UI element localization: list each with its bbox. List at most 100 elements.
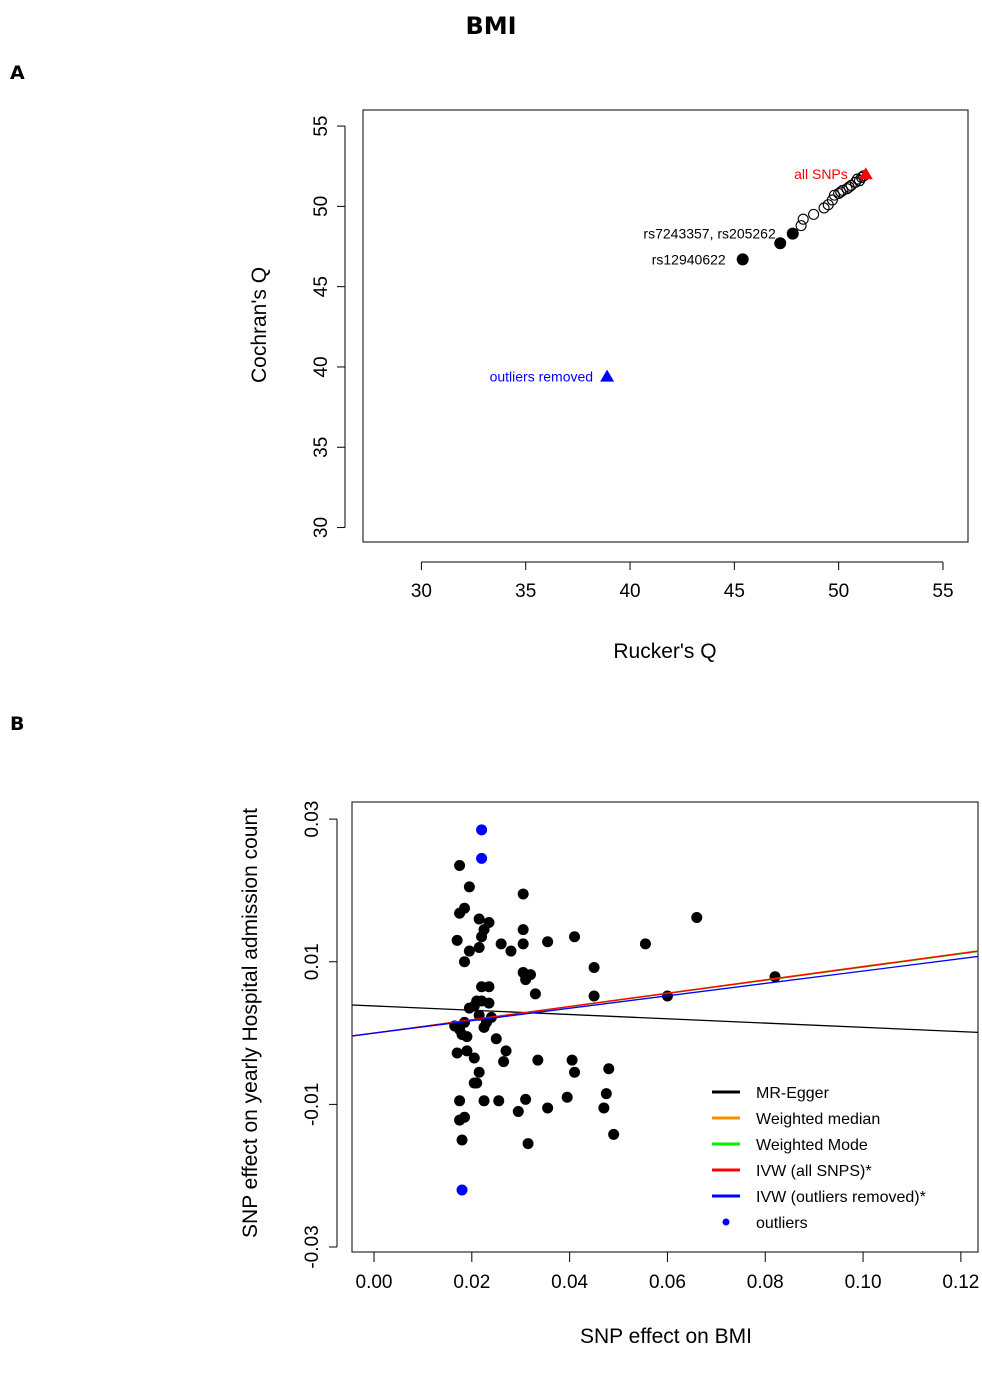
panel-b-y-tick-label: 0.01 bbox=[302, 943, 323, 980]
panel-a-snp-point bbox=[786, 227, 799, 240]
panel-b-outlier-point bbox=[476, 852, 488, 864]
panel-b-y-axis-title: SNP effect on yearly Hospital admission … bbox=[239, 808, 262, 1238]
panel-b-legend-label: MR-Egger bbox=[756, 1085, 830, 1102]
panel-b-x-tick-label: 0.04 bbox=[551, 1272, 588, 1293]
panel-a-annotation: rs7243357, rs205262 bbox=[643, 226, 776, 242]
panel-a-y-tick-label: 35 bbox=[311, 437, 332, 458]
panel-b-legend-label: IVW (all SNPS)* bbox=[756, 1163, 872, 1180]
panel-a-y-tick-label: 55 bbox=[311, 115, 332, 136]
panel-b-snp-point bbox=[532, 1054, 544, 1066]
panel-b-snp-point bbox=[520, 1093, 532, 1105]
panel-a-x-tick-label: 55 bbox=[932, 581, 953, 602]
panel-b-x-tick-label: 0.08 bbox=[747, 1272, 784, 1293]
panel-b-snp-point bbox=[476, 981, 488, 993]
panel-b-y-tick-label: -0.03 bbox=[302, 1225, 323, 1268]
panel-b-snp-point bbox=[569, 1066, 581, 1078]
panel-b-regression-line bbox=[352, 950, 978, 1037]
panel-b-snp-point bbox=[490, 1033, 502, 1045]
panel-b-snp-point bbox=[461, 1045, 473, 1057]
panel-b-snp-point bbox=[454, 1114, 466, 1126]
panel-b-plot-frame bbox=[351, 801, 979, 1253]
panel-b-snp-point bbox=[598, 1102, 610, 1114]
panel-a-x-axis-title: Rucker's Q bbox=[613, 640, 716, 663]
panel-b-snp-point bbox=[517, 924, 529, 936]
panel-b-snp-point bbox=[769, 971, 781, 983]
panel-b-snp-point bbox=[476, 931, 488, 943]
panel-b-snp-point bbox=[456, 1134, 468, 1146]
panel-a-chart: Rucker's Q Cochran's Q 30 35 40 45 50 55 30 35 4… bbox=[248, 109, 969, 663]
panel-b-snp-point bbox=[608, 1128, 620, 1140]
panel-b-outlier-point bbox=[476, 824, 488, 836]
panel-b-snp-point bbox=[529, 988, 541, 1000]
panel-b-snp-point bbox=[473, 913, 485, 925]
panel-a-x-tick-label: 40 bbox=[619, 581, 640, 602]
panel-a-annotation: rs12940622 bbox=[652, 251, 726, 267]
panel-a-snp-point bbox=[843, 181, 855, 193]
panel-a-snp-point bbox=[795, 220, 807, 232]
panel-b-legend-label: outliers bbox=[756, 1215, 808, 1232]
panel-b-legend-label: Weighted Mode bbox=[756, 1137, 868, 1154]
panel-a-y-tick-label: 40 bbox=[311, 356, 332, 377]
panel-b-snp-point bbox=[471, 995, 483, 1007]
panel-a-annotation: outliers removed bbox=[490, 369, 594, 385]
panel-a-snp-point bbox=[835, 186, 847, 198]
panel-b-snp-point bbox=[471, 1077, 483, 1089]
panel-b-snp-point bbox=[569, 931, 581, 943]
panel-a-x-tick-label: 35 bbox=[515, 581, 536, 602]
panel-b-snp-point bbox=[495, 938, 507, 950]
panel-b-snp-point bbox=[468, 1052, 480, 1064]
panel-b-snp-point bbox=[458, 902, 470, 914]
panel-b-snp-point bbox=[483, 997, 495, 1009]
panel-b-snp-point bbox=[451, 934, 463, 946]
panel-b-snp-point bbox=[600, 1088, 612, 1100]
panel-a-x-tick-label: 45 bbox=[724, 581, 745, 602]
panel-b-snp-point bbox=[458, 956, 470, 968]
panel-b-snp-point bbox=[512, 1106, 524, 1118]
panel-b-regression-line bbox=[352, 1004, 978, 1034]
panel-a-annotation: all SNPs bbox=[794, 166, 848, 182]
panel-b-x-axis-title: SNP effect on BMI bbox=[580, 1325, 752, 1348]
panel-b-snp-point bbox=[542, 1102, 554, 1114]
panel-b-snp-point bbox=[522, 1138, 534, 1150]
panel-b-legend-label: IVW (outliers removed)* bbox=[756, 1189, 926, 1206]
page-title: BMI bbox=[465, 12, 517, 40]
panel-b-snp-point bbox=[525, 969, 537, 981]
panel-b-y-tick-label: -0.01 bbox=[302, 1083, 323, 1126]
panel-a-snp-point bbox=[736, 253, 749, 266]
panel-a-snp-point bbox=[826, 194, 838, 206]
panel-b-x-tick-label: 0.00 bbox=[356, 1272, 393, 1293]
panel-b-snp-point bbox=[588, 961, 600, 973]
panel-b-regression-lines bbox=[352, 950, 978, 1037]
panel-b-legend-label: Weighted median bbox=[756, 1111, 880, 1128]
panel-b-snp-point bbox=[473, 1066, 485, 1078]
panel-b-snp-point bbox=[463, 945, 475, 957]
panel-b-x-tick-label: 0.10 bbox=[845, 1272, 882, 1293]
panel-b-snp-point bbox=[542, 936, 554, 948]
panel-b-snp-point bbox=[454, 1095, 466, 1107]
panel-b-regression-line bbox=[352, 955, 978, 1037]
panel-b-snp-point bbox=[454, 859, 466, 871]
panel-a-label: A bbox=[10, 62, 25, 84]
panel-b-snp-point bbox=[603, 1063, 615, 1075]
panel-a-y-axis-title: Cochran's Q bbox=[248, 267, 271, 383]
panel-a-snp-point bbox=[808, 208, 820, 220]
panel-b-legend-swatch bbox=[722, 1218, 730, 1226]
panel-a-triangle-point bbox=[600, 369, 615, 382]
panel-b-snp-point bbox=[639, 938, 651, 950]
panel-b-label: B bbox=[10, 713, 25, 735]
panel-a-x-tick-label: 50 bbox=[828, 581, 849, 602]
panel-b-snp-point bbox=[478, 1095, 490, 1107]
panel-a-y-tick-label: 30 bbox=[311, 517, 332, 538]
panel-a-snp-point bbox=[797, 213, 809, 225]
panel-b-x-tick-label: 0.12 bbox=[942, 1272, 979, 1293]
panel-b-snp-point bbox=[505, 945, 517, 957]
panel-b-snp-point bbox=[517, 888, 529, 900]
panel-b-snp-point bbox=[500, 1045, 512, 1057]
panel-b-snp-point bbox=[473, 941, 485, 953]
panel-b-snp-point bbox=[561, 1091, 573, 1103]
panel-b-snp-point bbox=[566, 1054, 578, 1066]
panel-a-x-tick-label: 30 bbox=[411, 581, 432, 602]
panel-a-y-tick-label: 45 bbox=[311, 276, 332, 297]
panel-a-y-tick-label: 50 bbox=[311, 196, 332, 217]
panel-b-snp-point bbox=[451, 1047, 463, 1059]
